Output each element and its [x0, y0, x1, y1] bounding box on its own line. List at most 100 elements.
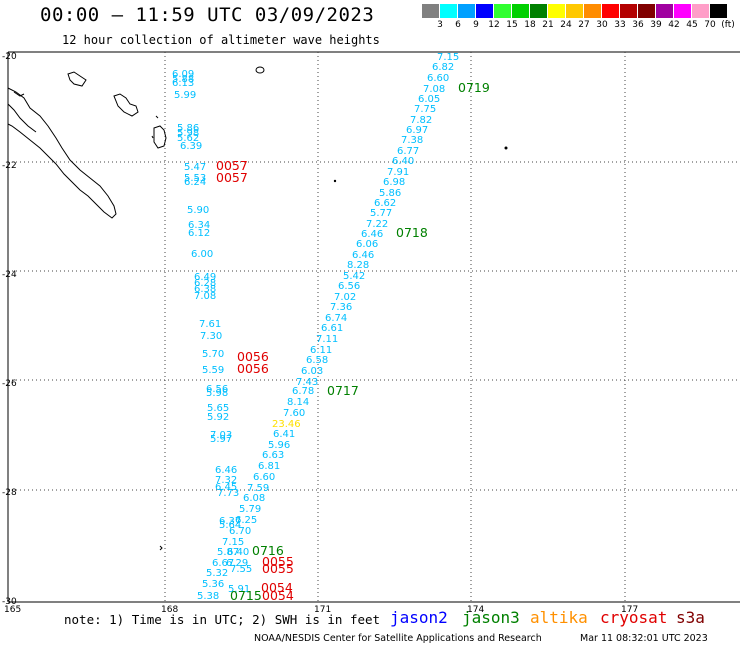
- wave-height-value: 5.86: [379, 188, 401, 199]
- wave-height-value: 7.73: [217, 488, 239, 499]
- wave-height-value: 7.02: [334, 292, 356, 303]
- wave-height-value: 6.82: [432, 62, 454, 73]
- wave-height-value: 6.05: [418, 94, 440, 105]
- color-swatch: [674, 4, 692, 18]
- wave-height-value: 5.87: [217, 547, 239, 558]
- latitude-labels: -20 -22 -24 -26 -28 -30: [2, 52, 17, 607]
- legend-altika: altika: [530, 608, 588, 627]
- color-scale-label: 12: [488, 20, 500, 30]
- color-scale-label: 6: [455, 20, 461, 30]
- wave-height-value: 5.97: [210, 434, 232, 445]
- color-swatch: [710, 4, 728, 18]
- wave-height-value: 7.15: [437, 52, 459, 63]
- color-swatch: [494, 4, 512, 18]
- color-scale-label: 21: [542, 20, 554, 30]
- latitude-label: -22: [2, 161, 17, 171]
- wave-height-value: 6.74: [325, 313, 347, 324]
- wave-height-value: 5.47: [184, 162, 206, 173]
- wave-height-value: 6.06: [356, 239, 378, 250]
- color-scale-label: 27: [578, 20, 590, 30]
- wave-height-value: 6.29: [226, 558, 248, 569]
- color-swatch: [476, 4, 494, 18]
- wave-height-value: 5.38: [197, 591, 219, 602]
- wave-height-value: 6.77: [397, 146, 419, 157]
- wave-height-value: 6.00: [191, 249, 213, 260]
- wave-height-value: 5.86: [177, 123, 199, 134]
- wave-height-value: 7.55: [230, 564, 252, 575]
- wave-height-value: 6.41: [273, 429, 295, 440]
- wave-height-value: 6.40: [392, 156, 414, 167]
- color-scale-label: 33: [614, 20, 626, 30]
- color-scale-label: 39: [650, 20, 662, 30]
- land-dots: [333, 146, 508, 183]
- color-scale-label: 36: [632, 20, 644, 30]
- wave-height-value: 6.25: [235, 515, 257, 526]
- longitude-label: 174: [467, 605, 484, 615]
- color-scale-label: 9: [473, 20, 479, 30]
- wave-height-value: 6.97: [406, 125, 428, 136]
- wave-height-value: 7.75: [414, 104, 436, 115]
- chart-subtitle: 12 hour collection of altimeter wave hei…: [62, 33, 380, 47]
- wave-height-value: 7.61: [199, 319, 221, 330]
- longitude-label: 168: [161, 605, 178, 615]
- wave-height-value: 6.58: [306, 355, 328, 366]
- wave-height-value: 5.70: [202, 349, 224, 360]
- color-swatch: [422, 4, 440, 18]
- pass-time-label: 0054: [262, 588, 294, 603]
- pass-time-label: 0717: [327, 383, 359, 398]
- footer-timestamp: Mar 11 08:32:01 UTC 2023: [580, 633, 708, 644]
- legend-cryosat: cryosat: [600, 608, 668, 627]
- pass-time-label: 0719: [458, 80, 490, 95]
- wave-height-value: 6.37: [219, 516, 241, 527]
- wave-height-value: 6.45: [215, 482, 237, 493]
- wave-height-value: 5.59: [202, 365, 224, 376]
- pass-time-labels: 0719005700570718005600560717071600550055…: [216, 80, 490, 603]
- color-swatch: [566, 4, 584, 18]
- wave-height-value: 5.36: [202, 579, 224, 590]
- footer-note: note: 1) Time is in UTC; 2) SWH is in fe…: [64, 612, 381, 627]
- color-swatch: [548, 4, 566, 18]
- wave-height-value: 7.38: [401, 135, 423, 146]
- wave-height-value: 6.24: [184, 177, 206, 188]
- color-swatch: [440, 4, 458, 18]
- wave-height-value: 6.56: [338, 281, 360, 292]
- wave-height-value: 6.60: [253, 472, 275, 483]
- wave-height-value: 5.91: [228, 584, 250, 595]
- wave-height-value: 7.32: [215, 475, 237, 486]
- wave-height-value: 5.32: [206, 568, 228, 579]
- pass-time-label: 0057: [216, 170, 248, 185]
- wave-height-value: 6.98: [383, 177, 405, 188]
- wave-height-value: 7.60: [283, 408, 305, 419]
- color-swatch: [512, 4, 530, 18]
- legend-jason3: jason3: [462, 608, 520, 627]
- latitude-label: -30: [2, 597, 17, 607]
- wave-height-value: 6.03: [301, 366, 323, 377]
- wave-height-value: 7.08: [423, 84, 445, 95]
- pass-time-label: 0718: [396, 225, 428, 240]
- color-swatch: [584, 4, 602, 18]
- color-swatch: [638, 4, 656, 18]
- color-scale-label: 18: [524, 20, 536, 30]
- color-scale-label: (ft): [721, 20, 735, 30]
- wave-height-value: 7.36: [330, 302, 352, 313]
- wave-height-value: 6.09: [172, 69, 194, 80]
- wave-height-value: 6.46: [361, 229, 383, 240]
- wave-height-value: 5.77: [370, 208, 392, 219]
- wave-height-value: 5.88: [172, 74, 194, 85]
- color-scale-label: 30: [596, 20, 608, 30]
- latitude-label: -20: [2, 52, 17, 62]
- longitude-label: 177: [621, 605, 638, 615]
- pass-time-label: 0056: [237, 349, 269, 364]
- track-left-values: 6.095.886.135.995.865.985.626.395.475.53…: [172, 69, 250, 602]
- wave-height-value: 6.63: [262, 450, 284, 461]
- wave-height-value: 6.46: [215, 465, 237, 476]
- wave-height-value: 7.43: [296, 377, 318, 388]
- color-scale-label: 70: [704, 20, 716, 30]
- latitude-label: -28: [2, 488, 17, 498]
- color-swatch: [530, 4, 548, 18]
- wave-height-value: 6.38: [194, 284, 216, 295]
- wave-height-value: 6.56: [206, 384, 228, 395]
- latitude-label: -24: [2, 270, 17, 280]
- color-scale-swatches: [422, 4, 728, 18]
